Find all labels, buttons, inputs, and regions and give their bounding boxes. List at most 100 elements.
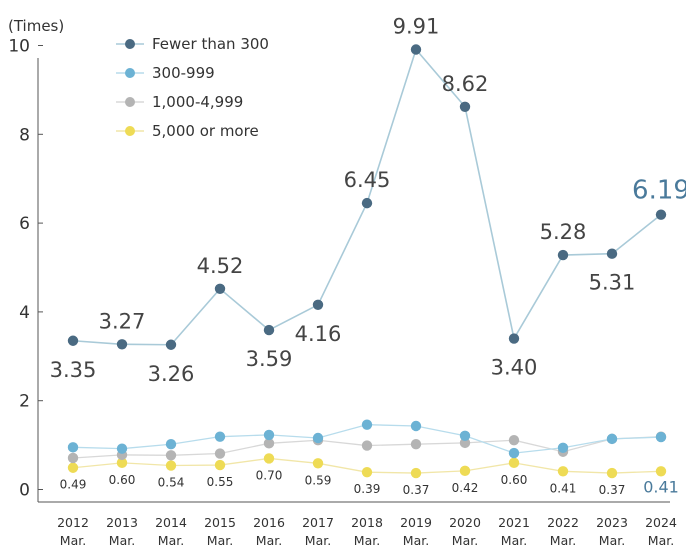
- data-label: 5.28: [540, 220, 587, 244]
- y-tick-label: 0: [19, 481, 30, 501]
- data-point: [214, 448, 226, 459]
- data-label: 0.39: [354, 482, 381, 496]
- data-label: 0.37: [403, 483, 430, 497]
- x-tick-label-month: Mar.: [305, 533, 331, 548]
- data-point: [116, 457, 128, 469]
- data-label: 0.55: [207, 475, 234, 489]
- x-tick-label-month: Mar.: [599, 533, 625, 548]
- data-point: [655, 466, 667, 477]
- data-point: [557, 249, 569, 261]
- x-tick-label-year: 2023: [596, 515, 628, 530]
- data-point: [67, 462, 79, 473]
- data-label: 4.16: [295, 322, 342, 346]
- data-point: [116, 339, 128, 350]
- series-layer: [67, 44, 667, 479]
- x-tick-label-year: 2013: [106, 515, 138, 530]
- data-label: 6.45: [344, 168, 391, 192]
- data-point: [606, 467, 618, 479]
- legend-swatch-marker: [125, 39, 135, 49]
- data-point: [410, 420, 422, 432]
- data-point: [214, 283, 226, 295]
- data-point: [655, 431, 667, 443]
- x-tick-label-month: Mar.: [354, 533, 380, 548]
- x-tick-label-month: Mar.: [109, 533, 135, 548]
- x-tick-label-month: Mar.: [60, 533, 86, 548]
- y-tick-label: 10: [8, 37, 30, 57]
- x-tick-label-year: 2017: [302, 515, 334, 530]
- x-tick-label-year: 2021: [498, 515, 530, 530]
- data-point: [459, 430, 471, 441]
- x-tick-label-year: 2018: [351, 515, 383, 530]
- data-label: 3.59: [246, 347, 293, 371]
- data-label: 0.60: [109, 473, 136, 487]
- legend-swatch-marker: [125, 97, 135, 107]
- legend-swatch-marker: [125, 68, 135, 78]
- data-point: [67, 335, 79, 346]
- x-tick-label-year: 2019: [400, 515, 432, 530]
- x-tick-label-month: Mar.: [452, 533, 478, 548]
- y-tick-label: 2: [19, 392, 30, 412]
- legend-entry-label: 1,000-4,999: [152, 93, 243, 111]
- y-tick-label: 8: [19, 125, 30, 145]
- data-point: [263, 324, 275, 336]
- y-tick-label: 6: [19, 214, 30, 234]
- data-point: [165, 439, 177, 450]
- data-label: 3.40: [491, 356, 538, 380]
- data-label: 0.49: [60, 478, 87, 492]
- data-label: 0.70: [256, 468, 283, 482]
- data-point: [361, 440, 373, 451]
- x-tick-label-year: 2016: [253, 515, 285, 530]
- data-point: [263, 438, 275, 449]
- data-label: 0.41: [550, 481, 577, 495]
- data-point: [361, 466, 373, 478]
- data-point: [508, 435, 520, 446]
- data-label: 0.59: [305, 473, 332, 487]
- data-point: [557, 442, 569, 453]
- data-labels-layer: 3.35 3.27 3.26 4.52 3.594.16 6.45 9.91 8.62 3.40…: [50, 14, 686, 497]
- x-axis-ticks: 2012 Mar. 2013 Mar. 2014 Mar. 2015 Mar. 2016 Mar.…: [57, 515, 677, 548]
- x-tick-label-month: Mar.: [256, 533, 282, 548]
- data-point: [214, 459, 226, 471]
- data-point: [263, 429, 275, 441]
- data-point: [312, 458, 324, 469]
- data-point: [263, 453, 275, 464]
- legend-entry-label: 5,000 or more: [152, 122, 259, 140]
- x-tick-label-month: Mar.: [501, 533, 527, 548]
- x-tick-label-year: 2022: [547, 515, 579, 530]
- x-tick-label-year: 2020: [449, 515, 481, 530]
- data-label: 9.91: [393, 14, 440, 38]
- data-label: 0.60: [501, 473, 528, 487]
- data-point: [508, 457, 520, 469]
- data-label: 3.27: [99, 309, 146, 333]
- x-tick-label-year: 2014: [155, 515, 187, 530]
- y-axis-ticks: 0 2 4 6 8 10: [8, 37, 43, 501]
- data-point: [410, 467, 422, 479]
- legend: Fewer than 300 300-999 1,000-4,999 5,000 or…: [116, 35, 269, 140]
- data-point: [459, 437, 471, 449]
- data-point: [410, 44, 422, 55]
- data-point: [214, 431, 226, 442]
- data-label: 8.62: [442, 72, 489, 96]
- data-label: 3.26: [148, 362, 195, 386]
- data-point: [410, 439, 422, 450]
- legend-swatch-marker: [125, 126, 135, 136]
- x-tick-label-year: 2012: [57, 515, 89, 530]
- data-point: [508, 447, 520, 459]
- data-point: [508, 333, 520, 344]
- data-label: 0.37: [599, 483, 626, 497]
- x-tick-label-year: 2024: [645, 515, 677, 530]
- data-point: [67, 442, 79, 453]
- y-axis-unit-label: (Times): [8, 17, 64, 35]
- x-tick-label-month: Mar.: [207, 533, 233, 548]
- x-tick-label-month: Mar.: [403, 533, 429, 548]
- data-point: [606, 248, 618, 259]
- data-point: [361, 197, 373, 209]
- data-label: 3.35: [50, 358, 97, 382]
- data-label: 5.31: [589, 271, 636, 295]
- legend-entry-label: Fewer than 300: [152, 35, 269, 53]
- data-label: 0.41: [643, 477, 679, 496]
- x-tick-label-month: Mar.: [158, 533, 184, 548]
- data-label: 0.42: [452, 481, 479, 495]
- y-tick-label: 4: [19, 303, 30, 323]
- data-point: [655, 209, 667, 220]
